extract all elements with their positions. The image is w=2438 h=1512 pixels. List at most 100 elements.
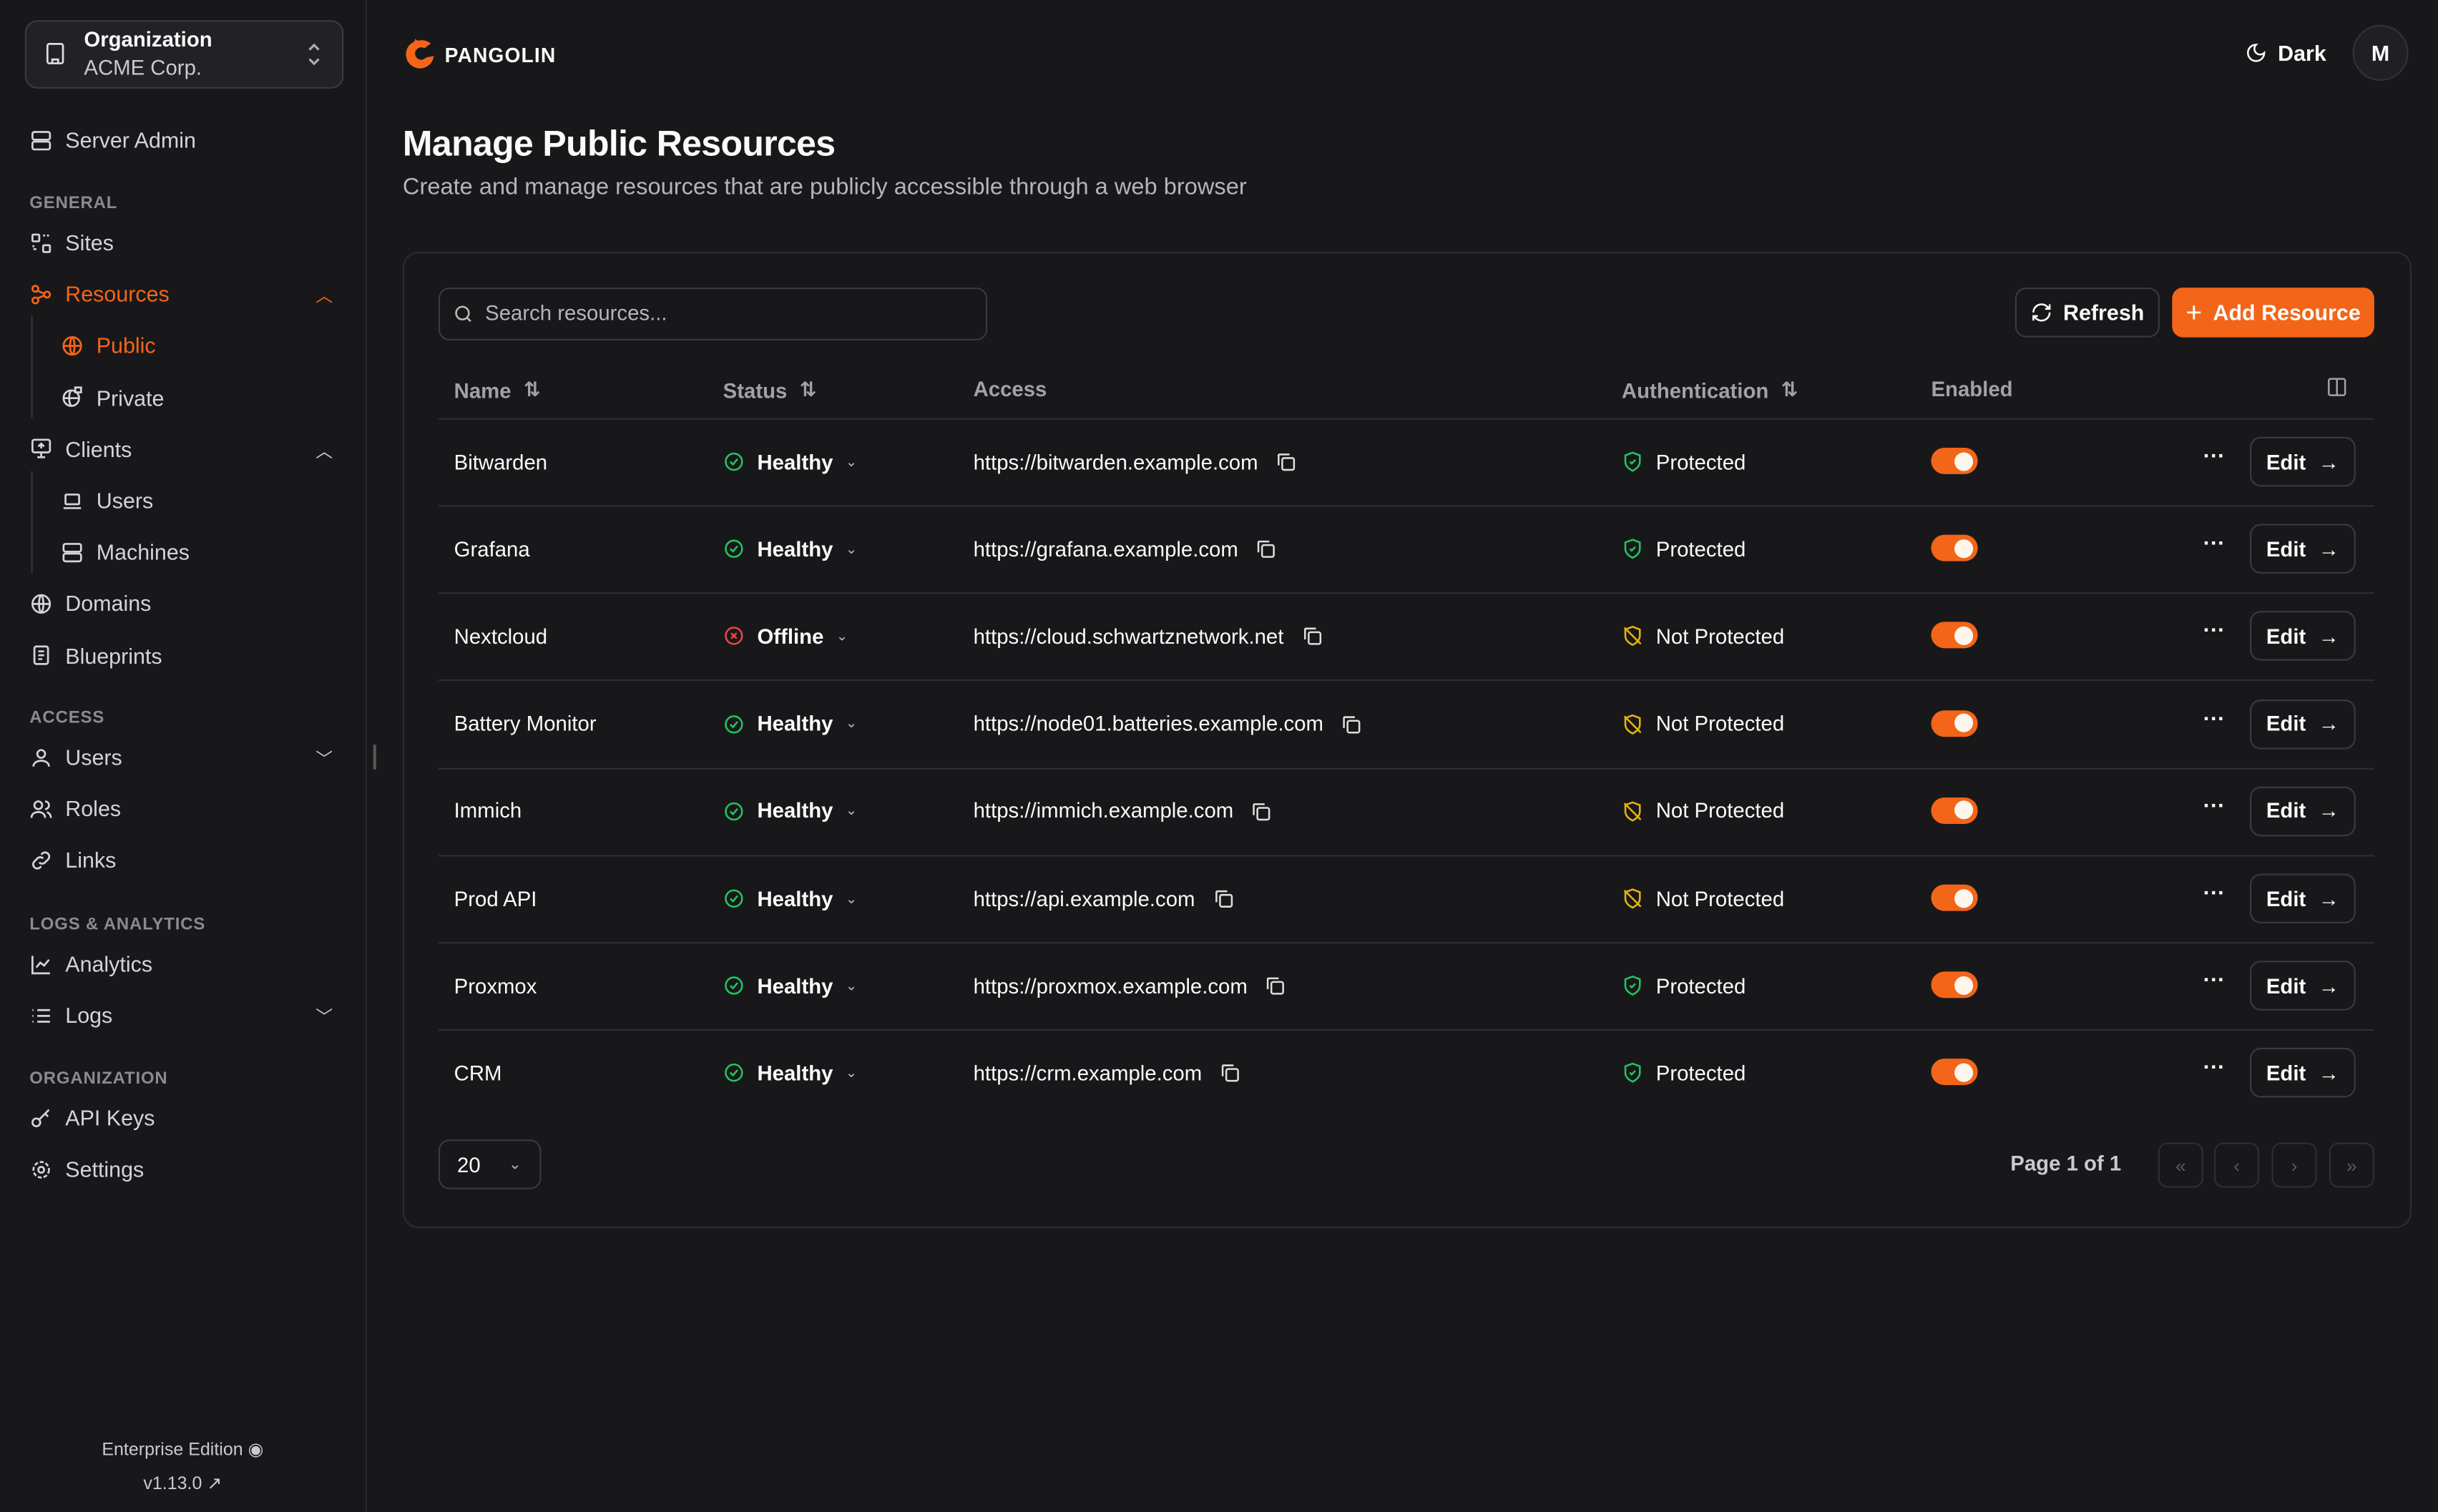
access-url[interactable]: https://grafana.example.com <box>974 534 1278 564</box>
column-header-name[interactable]: Name ⇅ <box>454 378 541 403</box>
enabled-toggle[interactable] <box>1931 535 1978 562</box>
shield-off-icon <box>1622 713 1643 735</box>
search-input[interactable]: Search resources... <box>438 288 988 340</box>
first-page-button[interactable]: « <box>2158 1142 2203 1188</box>
status-dropdown[interactable]: Healthy ⌄ <box>723 883 857 914</box>
sidebar-item-sites[interactable]: Sites <box>29 224 114 261</box>
resource-name-text: Nextcloud <box>454 624 548 649</box>
search-placeholder: Search resources... <box>485 301 667 325</box>
chevron-up-icon[interactable]: ︿ <box>315 442 333 462</box>
github-icon[interactable]: ◉ <box>248 1440 264 1460</box>
columns-toggle-icon[interactable] <box>2326 376 2348 398</box>
copy-icon[interactable] <box>1275 451 1296 472</box>
sidebar-item-logs[interactable]: Logs <box>29 997 112 1034</box>
auth-status-text: Protected <box>1655 450 1746 473</box>
sidebar-item-analytics[interactable]: Analytics <box>29 945 152 982</box>
copy-icon[interactable] <box>1341 713 1362 735</box>
sidebar-item-users[interactable]: Users <box>61 482 153 519</box>
sidebar-item-resources[interactable]: Resources <box>29 275 170 313</box>
copy-icon[interactable] <box>1301 626 1322 647</box>
access-url[interactable]: https://bitwarden.example.com <box>974 446 1297 477</box>
sidebar-item-roles[interactable]: Roles <box>29 790 121 828</box>
arrow-right-icon: → <box>2318 450 2339 473</box>
next-page-button[interactable]: › <box>2271 1142 2317 1188</box>
more-actions-icon[interactable]: ··· <box>2203 617 2226 643</box>
resource-name-text: Immich <box>454 799 522 823</box>
sidebar-item-blueprints[interactable]: Blueprints <box>29 637 162 674</box>
edit-button[interactable]: Edit → <box>2250 699 2356 749</box>
status-dropdown[interactable]: Offline ⌄ <box>723 621 848 652</box>
enabled-toggle[interactable] <box>1931 710 1978 737</box>
more-actions-icon[interactable]: ··· <box>2203 792 2226 818</box>
copy-icon[interactable] <box>1255 538 1277 559</box>
version-info[interactable]: v1.13.0 ↗ <box>0 1472 366 1494</box>
status-dropdown[interactable]: Healthy ⌄ <box>723 446 857 477</box>
org-switcher[interactable]: Organization ACME Corp. <box>24 20 344 89</box>
access-url[interactable]: https://api.example.com <box>974 883 1234 914</box>
sidebar-item-public[interactable]: Public <box>61 327 156 364</box>
edit-button[interactable]: Edit → <box>2250 1048 2356 1099</box>
column-header-authentication[interactable]: Authentication ⇅ <box>1622 378 1798 403</box>
chevron-down-icon[interactable]: ﹀ <box>315 1008 333 1029</box>
copy-icon[interactable] <box>1219 1062 1240 1084</box>
enabled-toggle[interactable] <box>1931 797 1978 824</box>
status-dropdown[interactable]: Healthy ⌄ <box>723 795 857 826</box>
sidebar-item-private[interactable]: Private <box>61 378 165 416</box>
access-url[interactable]: https://cloud.schwartznetwork.net <box>974 621 1323 652</box>
sort-icon[interactable]: ⇅ <box>1781 378 1798 401</box>
enabled-toggle[interactable] <box>1931 1059 1978 1086</box>
copy-icon[interactable] <box>1250 800 1272 822</box>
sort-icon[interactable]: ⇅ <box>799 378 817 401</box>
edit-button[interactable]: Edit → <box>2250 524 2356 574</box>
edit-button[interactable]: Edit → <box>2250 961 2356 1011</box>
sidebar-item-links[interactable]: Links <box>29 842 116 879</box>
prev-page-button[interactable]: ‹ <box>2214 1142 2260 1188</box>
chevron-up-icon[interactable]: ︿ <box>315 288 333 307</box>
more-actions-icon[interactable]: ··· <box>2203 530 2226 556</box>
status-dropdown[interactable]: Healthy ⌄ <box>723 971 857 1001</box>
brand-logo[interactable]: PANGOLIN <box>403 37 556 72</box>
last-page-button[interactable]: » <box>2329 1142 2374 1188</box>
enabled-toggle[interactable] <box>1931 622 1978 649</box>
avatar[interactable]: M <box>2352 24 2409 82</box>
more-actions-icon[interactable]: ··· <box>2203 1054 2226 1080</box>
edit-button[interactable]: Edit → <box>2250 786 2356 836</box>
enabled-toggle[interactable] <box>1931 884 1978 911</box>
sidebar-item-domains[interactable]: Domains <box>29 585 151 622</box>
status-dropdown[interactable]: Healthy ⌄ <box>723 534 857 564</box>
edit-button[interactable]: Edit → <box>2250 436 2356 487</box>
sidebar-item-users[interactable]: Users <box>29 738 122 775</box>
enabled-toggle[interactable] <box>1931 971 1978 998</box>
sidebar-item-clients[interactable]: Clients <box>29 431 132 468</box>
status-dropdown-text: Healthy <box>757 450 833 473</box>
enabled-toggle[interactable] <box>1931 447 1978 474</box>
sidebar-item-machines[interactable]: Machines <box>61 534 190 571</box>
sidebar-item-api-keys[interactable]: API Keys <box>29 1099 155 1137</box>
column-header-status[interactable]: Status ⇅ <box>723 378 817 403</box>
add-resource-button[interactable]: + Add Resource <box>2172 288 2374 338</box>
sidebar-item-label: Logs <box>65 1003 113 1029</box>
more-actions-icon[interactable]: ··· <box>2203 967 2226 993</box>
copy-icon[interactable] <box>1265 975 1286 996</box>
status-dropdown[interactable]: Healthy ⌄ <box>723 1058 857 1089</box>
theme-toggle[interactable]: Dark <box>2245 41 2326 65</box>
sidebar-item-settings[interactable]: Settings <box>29 1151 144 1188</box>
access-url[interactable]: https://immich.example.com <box>974 795 1273 826</box>
sort-icon[interactable]: ⇅ <box>523 378 541 401</box>
sidebar-item-server-admin[interactable]: Server Admin <box>29 122 196 159</box>
access-url[interactable]: https://crm.example.com <box>974 1058 1241 1089</box>
more-actions-icon[interactable]: ··· <box>2203 880 2226 905</box>
more-actions-icon[interactable]: ··· <box>2203 443 2226 468</box>
page-size-select[interactable]: 20 ⌄ <box>438 1139 542 1189</box>
refresh-button[interactable]: Refresh <box>2014 288 2160 338</box>
nav-tree-line <box>31 471 33 574</box>
copy-icon[interactable] <box>1212 888 1233 909</box>
more-actions-icon[interactable]: ··· <box>2203 705 2226 730</box>
access-url[interactable]: https://proxmox.example.com <box>974 971 1287 1001</box>
edit-button[interactable]: Edit → <box>2250 873 2356 924</box>
chevron-down-icon[interactable]: ﹀ <box>315 750 333 770</box>
status-dropdown[interactable]: Healthy ⌄ <box>723 708 857 739</box>
access-url[interactable]: https://node01.batteries.example.com <box>974 708 1363 739</box>
sidebar-resize-handle[interactable] <box>373 745 376 770</box>
edit-button[interactable]: Edit → <box>2250 612 2356 662</box>
